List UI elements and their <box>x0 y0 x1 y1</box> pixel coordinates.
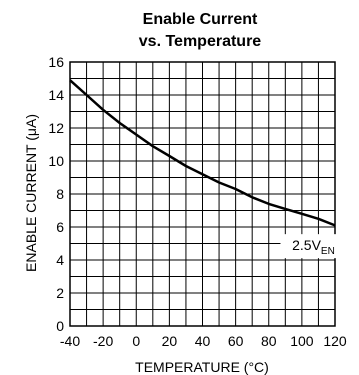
x-tick-label: -20 <box>93 333 113 349</box>
y-tick-label: 2 <box>56 285 64 301</box>
x-tick-label: 100 <box>290 333 314 349</box>
y-tick-label: 14 <box>48 87 64 103</box>
series-line <box>69 79 336 227</box>
y-tick-label: 8 <box>56 186 64 202</box>
tick-labels: -40 -20 0 20 40 60 80 100 120 0 2 4 6 8 10 12 14 16 <box>48 54 346 349</box>
x-tick-label: -40 <box>60 333 80 349</box>
grid-lines <box>69 61 336 327</box>
x-tick-label: 80 <box>261 333 277 349</box>
annotation-main: 2.5V <box>292 237 321 253</box>
annotation-subscript: EN <box>321 246 335 257</box>
y-axis-label: ENABLE CURRENT (μA) <box>23 114 39 272</box>
chart-title: Enable Current <box>143 11 258 28</box>
x-tick-label: 120 <box>323 333 347 349</box>
chart-subtitle: vs. Temperature <box>139 33 262 50</box>
plot-frame <box>69 61 336 327</box>
y-tick-label: 6 <box>56 219 64 235</box>
y-tick-label: 16 <box>48 54 64 70</box>
annotation-label: 2.5VEN <box>292 237 335 257</box>
y-tick-label: 0 <box>56 318 64 334</box>
x-tick-label: 20 <box>162 333 178 349</box>
y-tick-label: 12 <box>48 120 64 136</box>
x-tick-label: 60 <box>228 333 244 349</box>
x-axis-label: TEMPERATURE (°C) <box>135 359 269 375</box>
x-tick-label: 40 <box>195 333 211 349</box>
y-tick-label: 10 <box>48 153 64 169</box>
series-annotation: 2.5VEN <box>280 234 347 259</box>
x-tick-label: 0 <box>132 333 140 349</box>
y-tick-label: 4 <box>56 252 64 268</box>
